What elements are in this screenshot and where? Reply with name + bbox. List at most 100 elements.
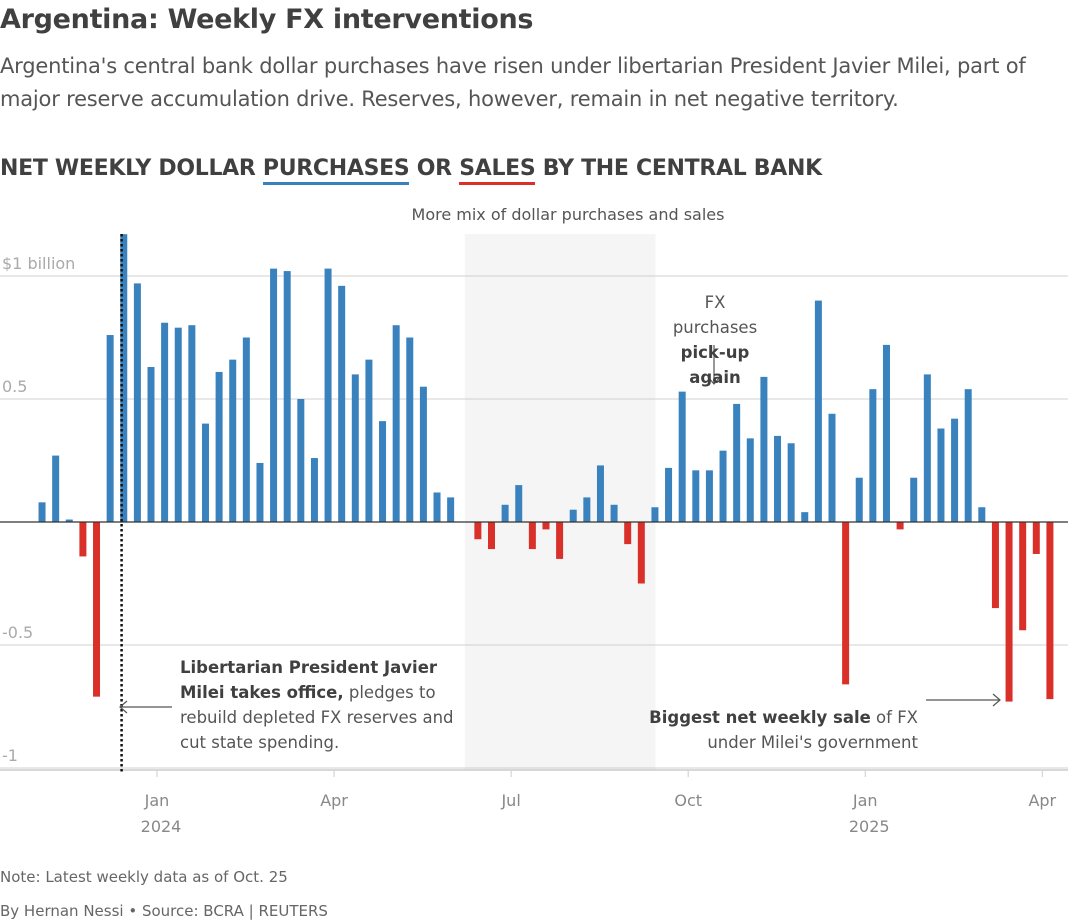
x-tick-label: Jul: [500, 791, 520, 810]
annotation-pickup: FX purchases pick-up again: [660, 290, 770, 390]
bar-purchase: [201, 423, 209, 522]
bar-purchase: [651, 507, 659, 522]
bar-purchase: [106, 335, 114, 522]
footnote: Note: Latest weekly data as of Oct. 25: [0, 868, 288, 886]
bar-purchase: [733, 403, 741, 522]
heading-part1: NET WEEKLY DOLLAR: [0, 156, 263, 181]
bar-purchase: [52, 455, 60, 522]
bar-purchase: [869, 389, 877, 522]
bar-purchase: [38, 502, 46, 522]
annotation-milei: Libertarian President Javier Milei takes…: [180, 655, 454, 755]
bar-purchase: [923, 374, 931, 522]
bar-sale: [1046, 522, 1054, 700]
bar-sale: [542, 522, 550, 530]
bar-purchase: [814, 300, 822, 522]
annotation-biggest-sale: Biggest net weekly sale of FX under Mile…: [640, 705, 918, 755]
y-tick-label: $1 billion: [2, 254, 75, 273]
bar-purchase: [910, 477, 918, 522]
bar-purchase: [379, 421, 387, 522]
legend-purchases: PURCHASES: [262, 156, 410, 185]
annotation-milei-bold-1: Libertarian President Javier: [180, 658, 438, 677]
bar-purchase: [310, 458, 318, 522]
x-tick-label: Apr: [320, 791, 348, 810]
bar-purchase: [610, 504, 618, 522]
bar-sale: [842, 522, 850, 685]
bar-sale: [1019, 522, 1027, 631]
legend-sales: SALES: [459, 156, 536, 185]
bar-purchase: [760, 376, 768, 522]
annotation-milei-line-4: cut state spending.: [180, 733, 340, 752]
bar-purchase: [447, 497, 455, 522]
annotation-biggest-bold: Biggest net weekly sale: [649, 708, 871, 727]
bar-sale: [1005, 522, 1013, 702]
bar-sale: [79, 522, 87, 557]
bar-purchase: [515, 485, 523, 522]
bar-sale: [896, 522, 904, 530]
bar-purchase: [147, 367, 155, 522]
bars: [38, 234, 1054, 702]
chart-heading: NET WEEKLY DOLLAR PURCHASES OR SALES BY …: [0, 156, 822, 185]
bar-sale: [488, 522, 495, 550]
bar-sale: [556, 522, 564, 559]
source-credit: By Hernan Nessi • Source: BCRA | REUTERS: [0, 902, 328, 920]
x-tick-year-label: 2024: [141, 817, 182, 836]
bar-purchase: [951, 418, 959, 522]
annotation-biggest-line2: under Milei's government: [707, 733, 918, 752]
biggest-sale-arrow-icon: [926, 693, 1001, 707]
annotation-milei-bold-2: Milei takes office,: [180, 683, 344, 702]
bar-purchase: [188, 325, 196, 522]
chart-subtitle: Argentina's central bank dollar purchase…: [0, 54, 1026, 111]
bar-purchase: [719, 450, 727, 522]
bar-purchase: [406, 337, 414, 522]
bar-purchase: [882, 344, 890, 522]
bar-purchase: [692, 470, 700, 522]
shaded-period-label: More mix of dollar purchases and sales: [412, 205, 725, 224]
annotation-milei-line-3: rebuild depleted FX reserves and: [180, 708, 454, 727]
bar-sale: [1032, 522, 1040, 554]
annotation-pickup-line2: pick-up again: [680, 343, 750, 387]
bar-purchase: [501, 504, 509, 522]
bar-purchase: [855, 477, 863, 522]
bar-purchase: [338, 285, 346, 522]
bar-purchase: [351, 374, 359, 522]
bar-chart: More mix of dollar purchases and sales $…: [0, 205, 1068, 836]
bar-sale: [528, 522, 536, 550]
bar-purchase: [270, 268, 278, 522]
y-axis-labels: $1 billion 0.5 -0.5 -1: [2, 254, 75, 765]
x-tick-label: Jan: [144, 791, 170, 810]
annotation-biggest-rest: of FX: [870, 708, 918, 727]
bar-purchase: [161, 322, 169, 522]
bar-purchase: [174, 327, 182, 522]
bar-sale: [991, 522, 999, 609]
bar-purchase: [787, 443, 795, 522]
bar-purchase: [256, 462, 264, 522]
bar-purchase: [324, 268, 332, 522]
bar-purchase: [774, 435, 782, 522]
bar-purchase: [365, 359, 373, 522]
bar-purchase: [65, 519, 73, 522]
bar-purchase: [705, 470, 713, 522]
milei-arrow-icon: [119, 700, 172, 714]
x-tick-label: Oct: [674, 791, 702, 810]
bar-purchase: [242, 337, 250, 522]
bar-purchase: [120, 234, 128, 522]
bar-sale: [93, 522, 101, 697]
bar-purchase: [433, 492, 441, 522]
gridlines: [0, 275, 1068, 769]
chart-title: Argentina: Weekly FX interventions: [0, 4, 534, 35]
bar-sale: [624, 522, 632, 545]
bar-purchase: [978, 507, 986, 522]
shaded-period: [464, 234, 656, 770]
bar-purchase: [801, 512, 809, 522]
heading-part3: BY THE CENTRAL BANK: [535, 156, 822, 181]
bar-purchase: [828, 413, 836, 522]
bar-purchase: [569, 509, 577, 522]
bar-purchase: [583, 497, 591, 522]
y-tick-label: -0.5: [2, 623, 33, 642]
bar-purchase: [229, 359, 237, 522]
y-tick-label: 0.5: [2, 377, 27, 396]
bar-purchase: [596, 465, 604, 522]
bar-purchase: [746, 438, 754, 522]
bar-purchase: [419, 386, 427, 522]
bar-sale: [474, 522, 482, 540]
